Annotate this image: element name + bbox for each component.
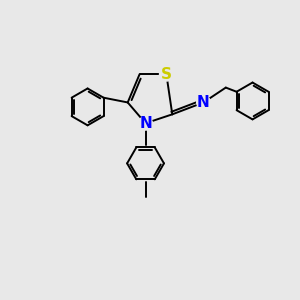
Circle shape xyxy=(160,68,173,81)
Circle shape xyxy=(139,116,152,130)
Circle shape xyxy=(197,96,210,109)
Text: N: N xyxy=(139,116,152,131)
Text: S: S xyxy=(161,67,172,82)
Text: N: N xyxy=(197,95,210,110)
